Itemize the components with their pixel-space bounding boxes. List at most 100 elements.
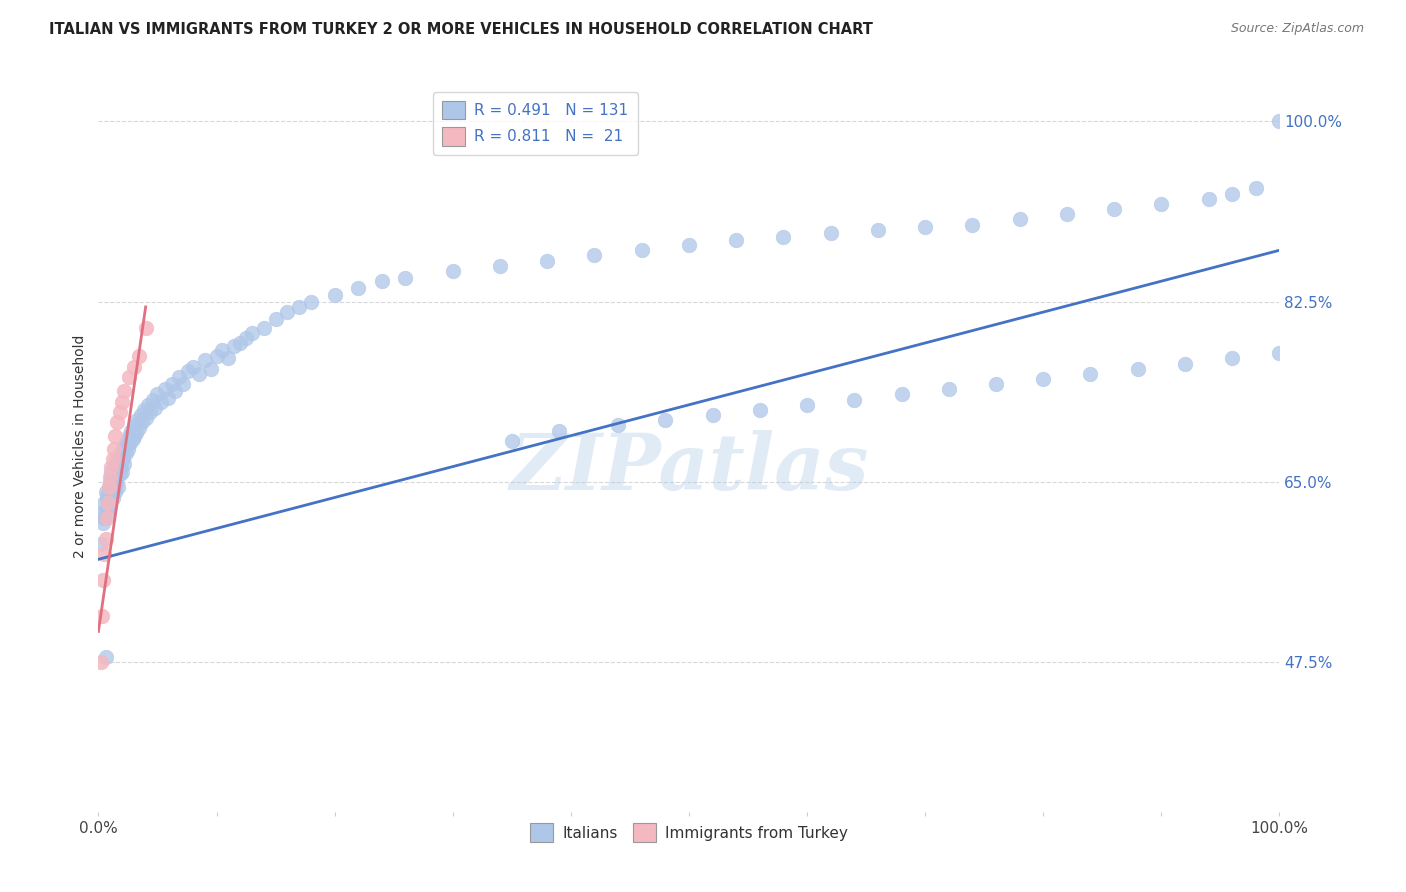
Point	[165, 384, 187, 399]
Point	[97, 498, 120, 512]
Point	[112, 457, 135, 471]
Point	[112, 384, 135, 399]
Point	[866, 222, 889, 236]
Point	[112, 439, 135, 453]
Point	[235, 331, 257, 345]
Point	[101, 491, 124, 505]
Point	[101, 480, 124, 494]
Y-axis label: 2 or more Vehicles in Household: 2 or more Vehicles in Household	[73, 334, 87, 558]
Point	[135, 320, 157, 334]
Point	[105, 465, 128, 479]
Text: ITALIAN VS IMMIGRANTS FROM TURKEY 2 OR MORE VEHICLES IN HOUSEHOLD CORRELATION CH: ITALIAN VS IMMIGRANTS FROM TURKEY 2 OR M…	[49, 22, 873, 37]
Point	[110, 459, 132, 474]
Point	[229, 336, 252, 351]
Point	[97, 487, 120, 501]
Point	[548, 424, 571, 438]
Point	[93, 511, 115, 525]
Point	[122, 428, 145, 442]
Point	[217, 351, 239, 366]
Point	[98, 475, 121, 489]
Point	[323, 287, 346, 301]
Point	[139, 405, 162, 419]
Point	[654, 413, 676, 427]
Point	[1032, 372, 1054, 386]
Point	[347, 281, 370, 295]
Point	[371, 274, 394, 288]
Point	[98, 485, 121, 500]
Point	[1244, 181, 1267, 195]
Point	[772, 230, 794, 244]
Point	[288, 300, 311, 314]
Point	[105, 457, 128, 471]
Point	[394, 271, 416, 285]
Point	[938, 382, 960, 396]
Point	[678, 238, 700, 252]
Point	[441, 264, 464, 278]
Point	[1126, 361, 1149, 376]
Point	[128, 421, 150, 435]
Point	[105, 477, 128, 491]
Point	[120, 436, 142, 450]
Point	[299, 294, 322, 309]
Text: ZIPatlas: ZIPatlas	[509, 430, 869, 506]
Point	[96, 500, 118, 515]
Point	[796, 398, 818, 412]
Point	[111, 394, 134, 409]
Point	[104, 470, 127, 484]
Point	[1198, 192, 1220, 206]
Point	[96, 511, 118, 525]
Point	[820, 226, 842, 240]
Point	[143, 401, 166, 415]
Point	[107, 480, 129, 494]
Point	[112, 452, 135, 467]
Point	[187, 367, 209, 381]
Point	[103, 459, 125, 474]
Point	[131, 415, 153, 429]
Point	[108, 450, 131, 464]
Point	[103, 442, 125, 456]
Point	[118, 428, 141, 442]
Point	[157, 391, 180, 405]
Point	[844, 392, 866, 407]
Point	[98, 480, 121, 494]
Point	[124, 418, 146, 433]
Point	[129, 408, 152, 422]
Point	[501, 434, 523, 448]
Point	[105, 415, 128, 429]
Point	[205, 350, 228, 364]
Point	[194, 353, 217, 368]
Point	[136, 398, 159, 412]
Point	[93, 496, 115, 510]
Point	[98, 493, 121, 508]
Point	[91, 516, 114, 531]
Point	[91, 573, 114, 587]
Point	[90, 656, 112, 670]
Point	[90, 537, 112, 551]
Point	[108, 405, 131, 419]
Point	[91, 506, 114, 520]
Point	[276, 305, 298, 319]
Point	[135, 411, 157, 425]
Point	[94, 485, 117, 500]
Point	[160, 377, 183, 392]
Point	[134, 403, 156, 417]
Point	[167, 370, 190, 384]
Point	[98, 498, 121, 512]
Point	[108, 467, 131, 481]
Point	[91, 609, 114, 624]
Point	[100, 470, 122, 484]
Point	[725, 233, 748, 247]
Point	[253, 320, 276, 334]
Point	[107, 463, 129, 477]
Point	[93, 547, 115, 561]
Point	[98, 500, 121, 515]
Text: Source: ZipAtlas.com: Source: ZipAtlas.com	[1230, 22, 1364, 36]
Point	[117, 442, 139, 456]
Point	[114, 446, 136, 460]
Point	[153, 382, 176, 396]
Point	[100, 459, 122, 474]
Point	[1056, 207, 1078, 221]
Point	[103, 473, 125, 487]
Point	[118, 370, 141, 384]
Point	[630, 244, 652, 258]
